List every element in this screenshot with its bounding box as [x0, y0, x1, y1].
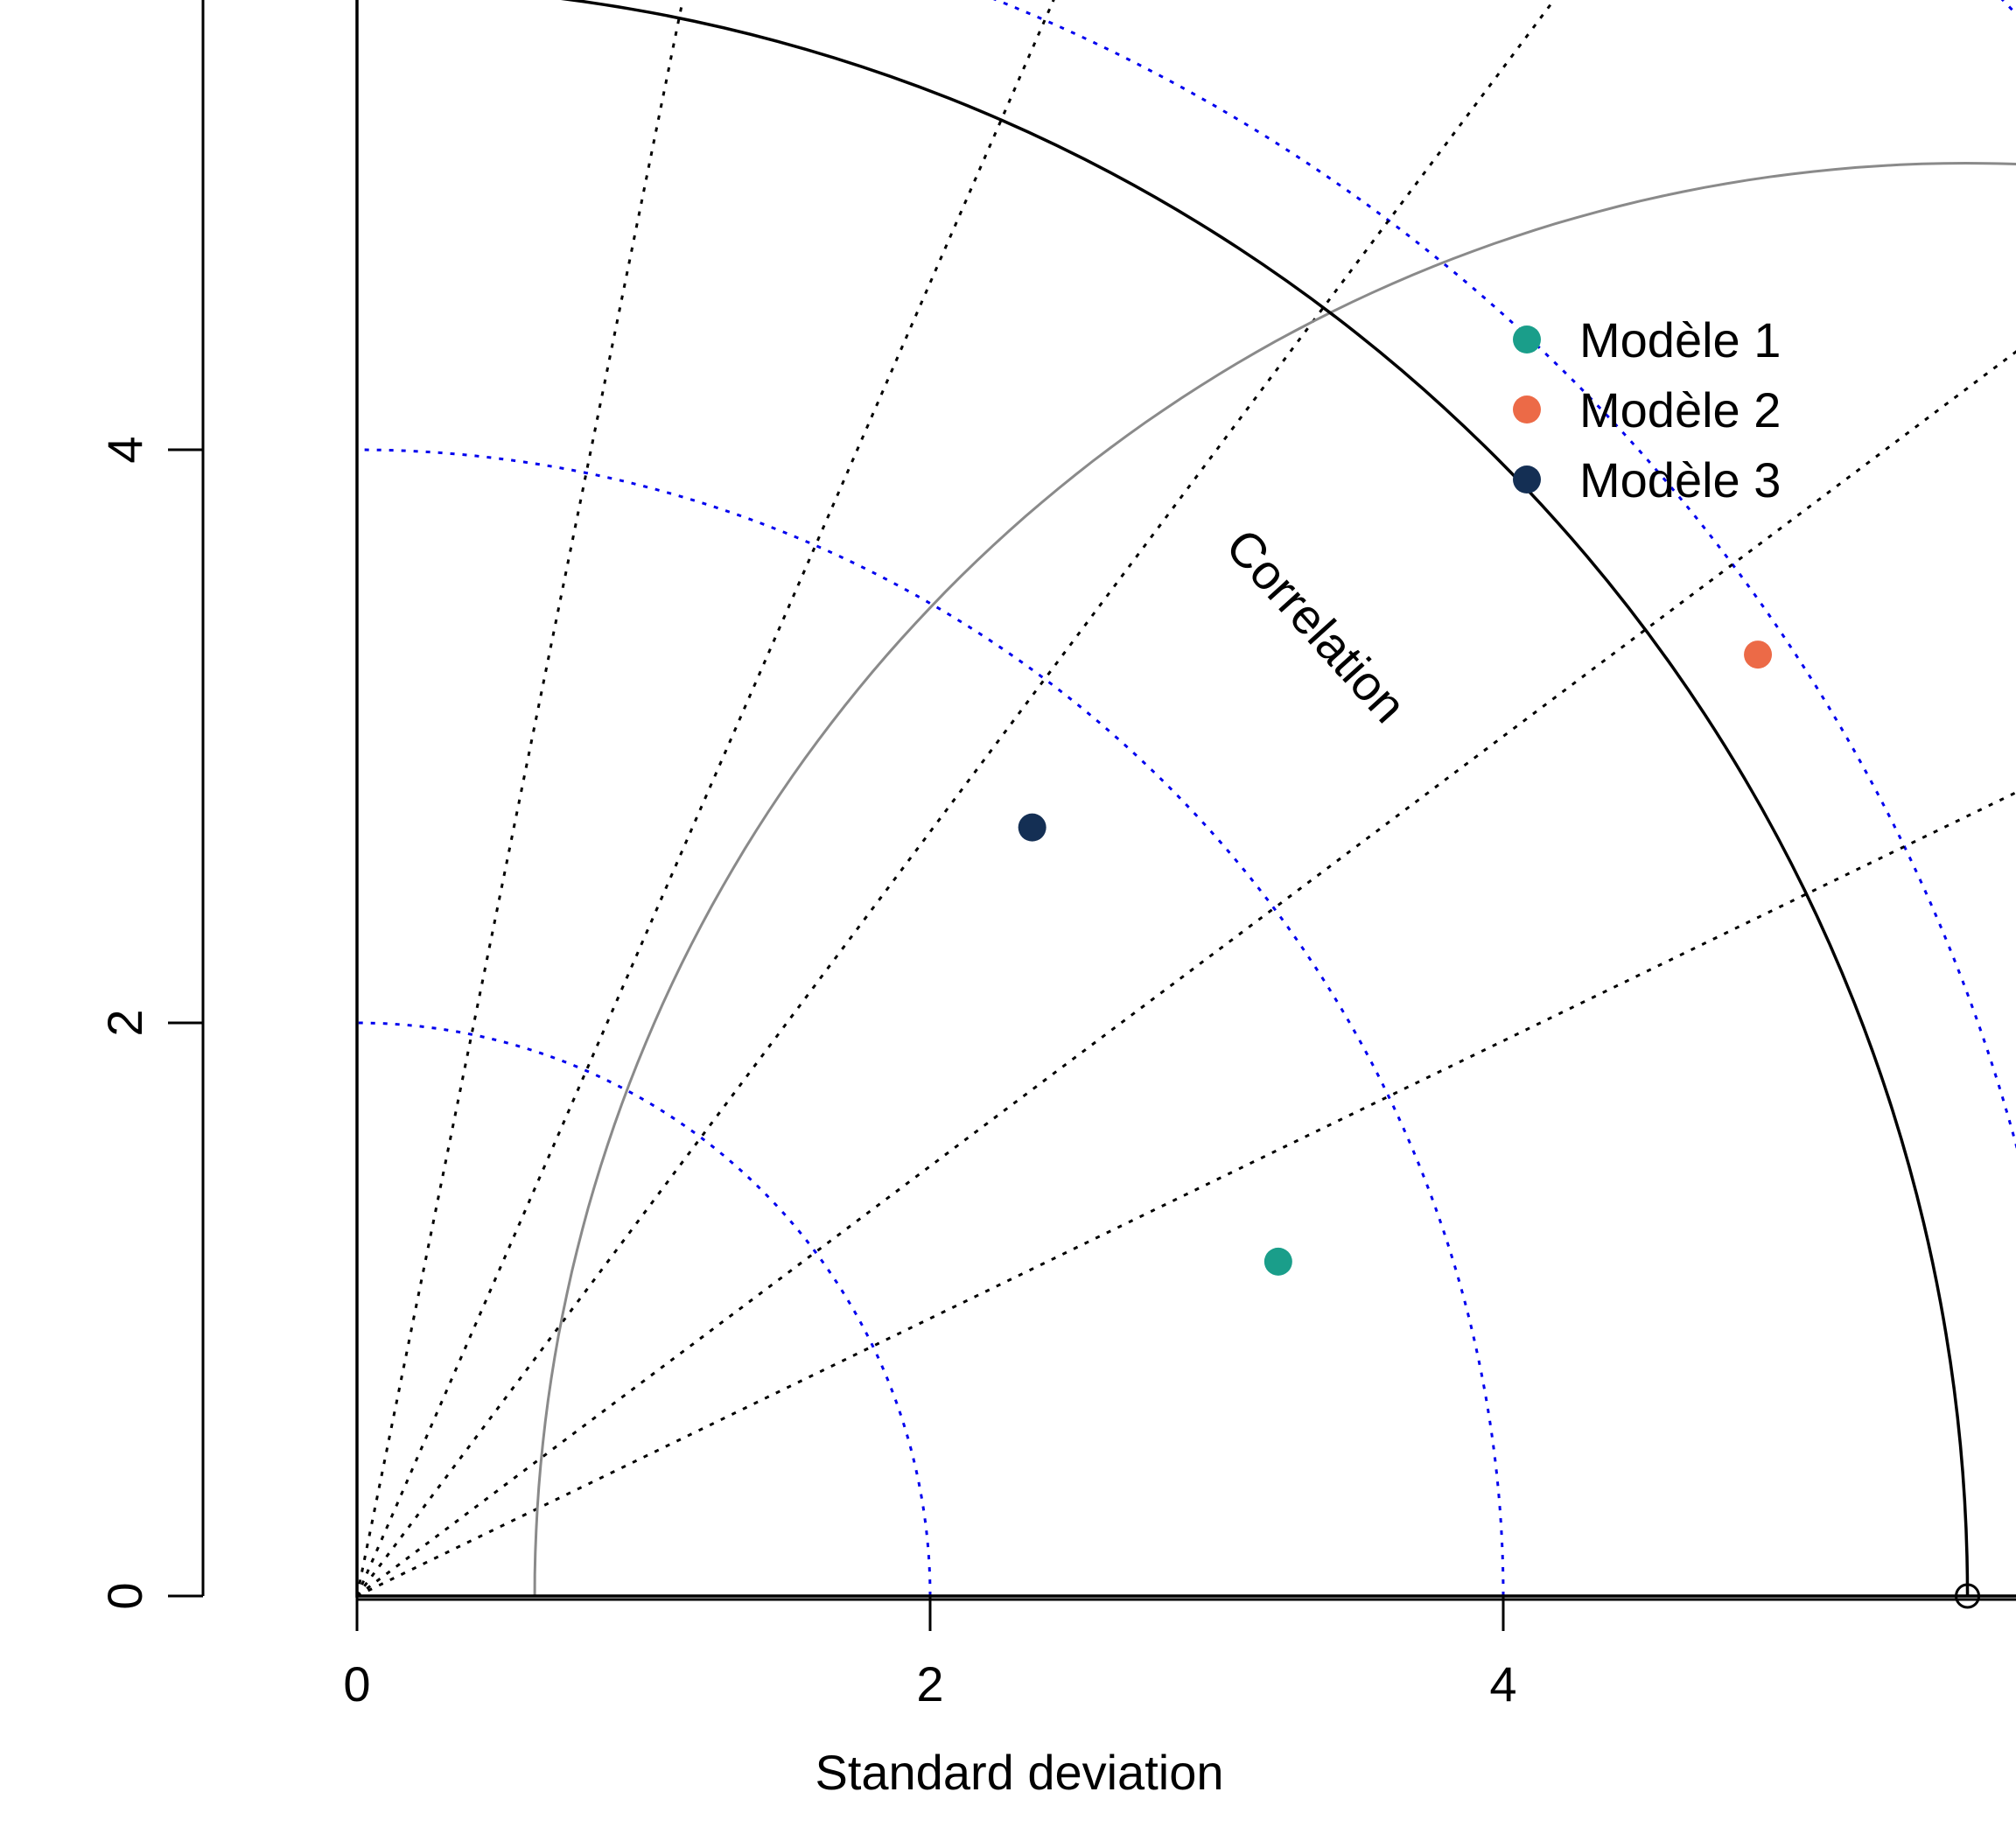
legend-label-2: Modèle 2 [1579, 382, 1781, 438]
model-point-2 [1744, 640, 1773, 669]
y-axis-tick-label: 4 [97, 436, 152, 463]
x-axis-tick-label: 2 [916, 1656, 943, 1712]
rmsd-contour [533, 161, 2016, 1597]
legend-label-1: Modèle 1 [1579, 312, 1781, 368]
legend-marker-3 [1513, 466, 1541, 494]
correlation-line [356, 350, 2016, 1598]
y-axis-tick-label: 2 [97, 1009, 152, 1036]
correlation-arc-title: Correlation [1215, 518, 1417, 732]
grid-layer: 5 [355, 0, 2016, 1598]
marks-layer [1018, 640, 1773, 1276]
model-point-3 [1018, 813, 1046, 842]
model-point-1 [1264, 1247, 1292, 1276]
x-axis-tick-label: 0 [343, 1656, 370, 1712]
reference-arc [560, 0, 1970, 1597]
correlation-line [355, 0, 684, 1597]
correlation-line [355, 0, 1055, 1597]
outer-frame [355, 0, 2016, 1598]
legend-marker-2 [1513, 396, 1541, 424]
frame-layer: 0.10.20.30.40.50.60.70.80.90.950.9902468… [97, 0, 2016, 1712]
correlation-line [356, 791, 2016, 1598]
correlation-line [355, 0, 1556, 1597]
legend-label-3: Modèle 3 [1579, 452, 1781, 508]
sd-circle [992, 0, 2016, 1150]
sd-circle [356, 448, 1505, 1597]
x-axis-tick-label: 4 [1489, 1656, 1516, 1712]
legend-marker-1 [1513, 326, 1541, 354]
sd-circle [356, 1021, 932, 1597]
sd-circle [2000, 0, 2016, 16]
y-axis-tick-label: 0 [97, 1582, 152, 1609]
x-axis-title: Standard deviation [815, 1745, 1223, 1800]
legend: Modèle 1 Modèle 2 Modèle 3 [1513, 312, 1781, 508]
